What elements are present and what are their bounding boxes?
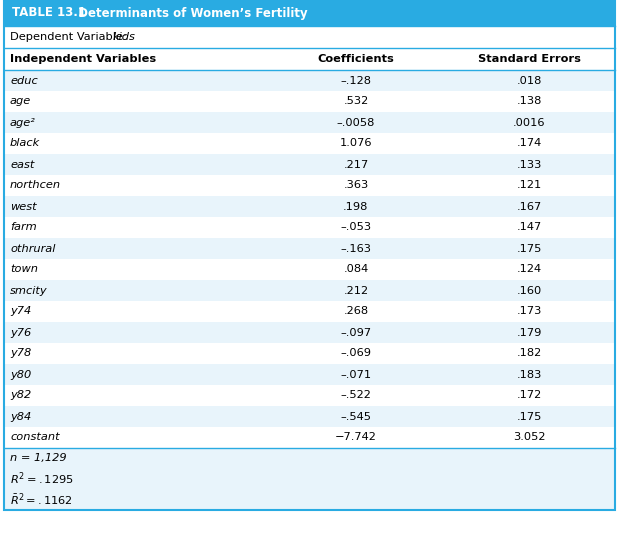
Text: 1.076: 1.076 [340, 138, 372, 148]
Text: .133: .133 [517, 160, 542, 169]
Bar [4, 217, 615, 238]
Bar [4, 385, 615, 406]
Text: .182: .182 [517, 348, 542, 359]
Text: −7.742: −7.742 [335, 433, 377, 443]
Text: –.069: –.069 [340, 348, 371, 359]
Bar [4, 0, 615, 26]
Bar [4, 48, 615, 70]
Text: .0016: .0016 [513, 117, 545, 128]
Text: age²: age² [10, 117, 36, 128]
Text: black: black [10, 138, 40, 148]
Text: .363: .363 [344, 181, 368, 190]
Bar [4, 448, 615, 510]
Text: .174: .174 [517, 138, 542, 148]
Text: .183: .183 [517, 369, 542, 379]
Bar [4, 343, 615, 364]
Text: .175: .175 [517, 243, 542, 254]
Text: .217: .217 [344, 160, 368, 169]
Text: kids: kids [113, 32, 136, 42]
Text: farm: farm [10, 222, 37, 233]
Text: Coefficients: Coefficients [318, 54, 394, 64]
Text: y82: y82 [10, 391, 31, 400]
Bar [4, 427, 615, 448]
Text: n = 1,129: n = 1,129 [10, 453, 67, 463]
Text: Dependent Variable:: Dependent Variable: [10, 32, 131, 42]
Bar [4, 322, 615, 343]
Bar [4, 196, 615, 217]
Text: –.545: –.545 [340, 412, 371, 421]
Text: y76: y76 [10, 327, 31, 338]
Text: Standard Errors: Standard Errors [478, 54, 581, 64]
Text: .173: .173 [517, 307, 542, 316]
Text: northcen: northcen [10, 181, 61, 190]
Bar [4, 280, 615, 301]
Bar [4, 133, 615, 154]
Bar [4, 70, 615, 91]
Text: .124: .124 [517, 264, 542, 274]
Bar [4, 91, 615, 112]
Text: east: east [10, 160, 35, 169]
Bar [4, 175, 615, 196]
Bar [4, 406, 615, 427]
Text: .167: .167 [517, 202, 542, 212]
Text: .018: .018 [517, 76, 542, 86]
Text: y84: y84 [10, 412, 31, 421]
Text: age: age [10, 96, 31, 107]
Text: Independent Variables: Independent Variables [10, 54, 156, 64]
Text: $\bar{R}^2 = .1162$: $\bar{R}^2 = .1162$ [10, 492, 73, 508]
Text: .084: .084 [344, 264, 368, 274]
Text: TABLE 13.1: TABLE 13.1 [12, 6, 86, 19]
Text: y78: y78 [10, 348, 31, 359]
Text: west: west [10, 202, 37, 212]
Text: town: town [10, 264, 38, 274]
Bar [4, 301, 615, 322]
Text: –.128: –.128 [340, 76, 371, 86]
Text: .121: .121 [517, 181, 542, 190]
Bar [4, 364, 615, 385]
Text: .198: .198 [344, 202, 368, 212]
Text: .160: .160 [517, 286, 542, 295]
Text: –.071: –.071 [340, 369, 371, 379]
Text: constant: constant [10, 433, 59, 443]
Text: .147: .147 [517, 222, 542, 233]
Text: .175: .175 [517, 412, 542, 421]
Text: $R^2 = .1295$: $R^2 = .1295$ [10, 471, 74, 487]
Bar [4, 154, 615, 175]
Text: educ: educ [10, 76, 38, 86]
Text: Determinants of Women’s Fertility: Determinants of Women’s Fertility [70, 6, 308, 19]
Bar [4, 112, 615, 133]
Text: –.163: –.163 [340, 243, 371, 254]
Text: y80: y80 [10, 369, 31, 379]
Bar [4, 26, 615, 48]
Bar [4, 259, 615, 280]
Text: .268: .268 [344, 307, 368, 316]
Text: –.522: –.522 [340, 391, 371, 400]
Text: –.0058: –.0058 [337, 117, 375, 128]
Text: .172: .172 [517, 391, 542, 400]
Text: othrural: othrural [10, 243, 55, 254]
Text: y74: y74 [10, 307, 31, 316]
Text: .179: .179 [517, 327, 542, 338]
Text: .532: .532 [344, 96, 368, 107]
Text: –.097: –.097 [340, 327, 371, 338]
Text: 3.052: 3.052 [513, 433, 545, 443]
Text: smcity: smcity [10, 286, 48, 295]
Text: .212: .212 [344, 286, 368, 295]
Text: –.053: –.053 [340, 222, 371, 233]
Bar [4, 238, 615, 259]
Text: .138: .138 [517, 96, 542, 107]
